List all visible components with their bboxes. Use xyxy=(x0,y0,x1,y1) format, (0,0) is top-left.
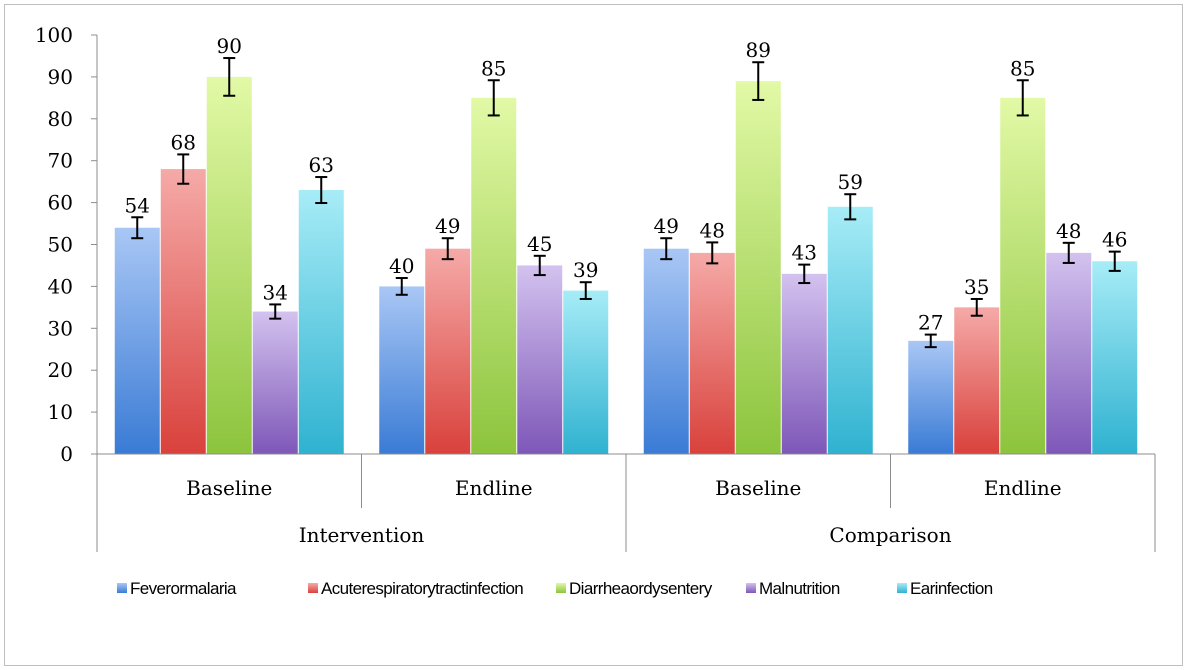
category-label: Endline xyxy=(984,476,1062,500)
bar xyxy=(782,274,827,454)
bar xyxy=(425,249,470,454)
bar xyxy=(690,253,735,454)
legend-label: Diarrheaordysentery xyxy=(569,579,713,598)
bar xyxy=(1092,261,1137,454)
data-label: 85 xyxy=(1010,56,1035,80)
y-tick-label: 50 xyxy=(48,233,73,257)
legend: Feverormalaria Acuterespiratorytractinfec… xyxy=(117,579,993,598)
bar xyxy=(736,81,781,454)
bar xyxy=(644,249,689,454)
data-label: 63 xyxy=(309,153,334,177)
legend-item: Malnutrition xyxy=(746,579,840,598)
legend-swatch xyxy=(556,583,566,593)
y-tick-label: 40 xyxy=(48,274,73,298)
bar xyxy=(1000,98,1045,454)
data-label: 48 xyxy=(700,218,725,242)
legend-label: Earinfection xyxy=(910,579,993,598)
legend-item: Acuterespiratorytractinfection xyxy=(308,579,523,598)
y-tick-label: 10 xyxy=(48,400,73,424)
data-label: 39 xyxy=(573,258,598,282)
data-label: 45 xyxy=(527,232,552,256)
legend-swatch xyxy=(746,583,756,593)
data-label: 89 xyxy=(746,38,771,62)
legend-label: Feverormalaria xyxy=(130,579,237,598)
bar xyxy=(115,228,160,454)
y-tick-label: 30 xyxy=(48,316,73,340)
bar xyxy=(207,77,252,454)
y-tick-label: 90 xyxy=(48,65,73,89)
data-label: 59 xyxy=(838,170,863,194)
category-label: Baseline xyxy=(715,476,801,500)
data-label: 85 xyxy=(481,56,506,80)
data-label: 49 xyxy=(435,214,460,238)
bar xyxy=(517,265,562,454)
bar xyxy=(954,307,999,454)
bar xyxy=(563,291,608,454)
data-label: 54 xyxy=(125,193,150,217)
legend-item: Diarrheaordysentery xyxy=(556,579,713,598)
data-label: 48 xyxy=(1056,219,1081,243)
data-label: 46 xyxy=(1102,228,1127,252)
data-label: 40 xyxy=(389,254,414,278)
bar xyxy=(828,207,873,454)
legend-label: Malnutrition xyxy=(759,579,840,598)
bar xyxy=(299,190,344,454)
legend-swatch xyxy=(117,583,127,593)
data-label: 90 xyxy=(217,34,242,58)
data-label: 43 xyxy=(792,241,817,265)
bar xyxy=(908,341,953,454)
y-tick-label: 80 xyxy=(48,107,73,131)
x-axis: Baseline Endline Baseline Endline Interventi… xyxy=(97,454,1155,552)
category-label: Baseline xyxy=(186,476,272,500)
y-tick-label: 60 xyxy=(48,191,73,215)
legend-label: Acuterespiratorytractinfection xyxy=(321,579,523,598)
bar xyxy=(253,312,298,454)
data-label: 49 xyxy=(654,214,679,238)
legend-swatch xyxy=(308,583,318,593)
bar xyxy=(1046,253,1091,454)
y-tick-label: 100 xyxy=(35,23,73,47)
y-tick-label: 20 xyxy=(48,358,73,382)
bar xyxy=(379,286,424,454)
data-label: 34 xyxy=(263,280,288,304)
bar xyxy=(161,169,206,454)
legend-swatch xyxy=(897,583,907,593)
y-axis: 0 10 20 30 40 50 60 70 80 90 100 xyxy=(35,23,97,466)
bar xyxy=(471,98,516,454)
y-tick-label: 70 xyxy=(48,149,73,173)
data-label: 27 xyxy=(918,311,943,335)
category-label: Endline xyxy=(455,476,533,500)
y-tick-label: 0 xyxy=(60,442,73,466)
group-label: Intervention xyxy=(299,523,425,547)
legend-item: Feverormalaria xyxy=(117,579,237,598)
legend-item: Earinfection xyxy=(897,579,993,598)
bars-layer: 54 68 90 34 63 40 49 85 45 39 49 48 89 43 59 27 35 85 48 46 xyxy=(115,34,1138,454)
group-label: Comparison xyxy=(829,523,951,547)
data-label: 35 xyxy=(964,275,989,299)
data-label: 68 xyxy=(171,130,196,154)
